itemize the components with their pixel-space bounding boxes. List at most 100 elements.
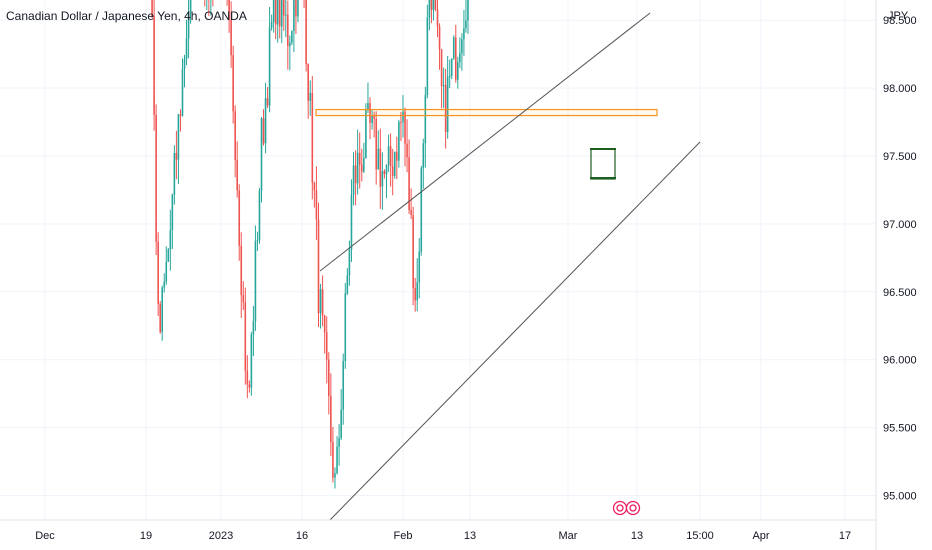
candle-body[interactable] (414, 288, 416, 301)
candle-body[interactable] (346, 275, 349, 294)
candle-body[interactable] (444, 85, 447, 132)
candle-body[interactable] (396, 151, 398, 161)
candle-body[interactable] (440, 49, 443, 87)
candle-body[interactable] (246, 370, 249, 385)
candle-body[interactable] (319, 289, 322, 314)
candle-body[interactable] (280, 0, 283, 27)
candle-body[interactable] (236, 160, 238, 191)
candle-body[interactable] (426, 17, 429, 96)
candle-body[interactable] (254, 241, 257, 322)
candle-body[interactable] (276, 0, 279, 25)
candle-body[interactable] (367, 103, 369, 111)
trend-channel[interactable] (319, 12, 701, 521)
earnings-events-icon[interactable] (612, 500, 641, 516)
candle-body[interactable] (448, 76, 451, 78)
candle-body[interactable] (457, 62, 459, 80)
candle-body[interactable] (278, 0, 281, 27)
candle-body[interactable] (446, 76, 449, 132)
candle-body[interactable] (287, 14, 289, 47)
candle-body[interactable] (234, 111, 236, 161)
candle-body[interactable] (189, 0, 192, 13)
candle-body[interactable] (293, 0, 295, 32)
candle-body[interactable] (272, 0, 275, 23)
candle-body[interactable] (334, 473, 336, 478)
candle-body[interactable] (369, 103, 371, 123)
candle-body[interactable] (452, 37, 455, 59)
candle-body[interactable] (342, 361, 345, 410)
candle-body[interactable] (181, 68, 184, 116)
candle-body[interactable] (325, 332, 328, 360)
candle-body[interactable] (258, 190, 261, 241)
candle-body[interactable] (185, 38, 188, 60)
horizontal-zones[interactable] (86, 0, 691, 117)
candle-body[interactable] (398, 121, 400, 161)
candle-body[interactable] (295, 0, 297, 17)
candle-body[interactable] (165, 261, 168, 282)
candle-body[interactable] (291, 31, 293, 43)
candle-body[interactable] (418, 251, 421, 283)
candle-body[interactable] (348, 249, 351, 276)
candle-body[interactable] (412, 215, 414, 289)
candle-body[interactable] (311, 92, 314, 183)
candle-body[interactable] (252, 321, 255, 335)
candle-body[interactable] (461, 39, 463, 54)
candle-body[interactable] (228, 0, 230, 20)
candle-body[interactable] (402, 111, 404, 123)
candle-body[interactable] (434, 0, 437, 10)
candle-body[interactable] (344, 293, 347, 362)
candle-body[interactable] (323, 315, 326, 333)
candle-body[interactable] (274, 0, 277, 25)
candle-body[interactable] (187, 12, 190, 39)
candle-body[interactable] (305, 0, 307, 64)
candle-body[interactable] (167, 249, 170, 262)
candle-body[interactable] (360, 164, 363, 172)
candle-body[interactable] (428, 0, 431, 18)
candle-body[interactable] (381, 171, 384, 187)
candle-body[interactable] (157, 241, 159, 305)
candle-body[interactable] (264, 98, 267, 144)
candle-body[interactable] (153, 16, 155, 115)
candle-body[interactable] (459, 53, 461, 63)
candle-body[interactable] (438, 26, 441, 50)
candle-body[interactable] (321, 289, 324, 316)
candle-body[interactable] (363, 158, 365, 172)
candle-body[interactable] (244, 302, 247, 371)
candle-body[interactable] (450, 58, 453, 77)
candle-body[interactable] (151, 0, 153, 17)
candle-body[interactable] (352, 165, 355, 195)
candle-body[interactable] (230, 19, 232, 56)
candle-body[interactable] (155, 114, 157, 242)
candle-body[interactable] (250, 334, 253, 388)
candle-body[interactable] (232, 55, 234, 112)
candle-body[interactable] (432, 0, 435, 10)
candle-body[interactable] (183, 59, 186, 69)
candle-body[interactable] (467, 0, 469, 21)
candle-body[interactable] (354, 165, 357, 184)
support-resistance-zone[interactable] (315, 108, 658, 117)
candle-body[interactable] (169, 230, 172, 250)
candle-body[interactable] (338, 437, 340, 447)
candle-body[interactable] (416, 282, 419, 301)
range-box[interactable] (590, 148, 616, 180)
candle-body[interactable] (315, 190, 318, 220)
candle-body[interactable] (260, 118, 263, 191)
candle-body[interactable] (420, 168, 423, 252)
candle-body[interactable] (393, 151, 396, 176)
candle-body[interactable] (240, 245, 243, 296)
candle-body[interactable] (175, 152, 178, 160)
candle-body[interactable] (379, 148, 382, 187)
candle-body[interactable] (309, 92, 312, 101)
candle-body[interactable] (410, 210, 412, 216)
channel-upper-line[interactable] (319, 12, 651, 272)
chart-annotations[interactable] (0, 0, 876, 516)
candle-body[interactable] (285, 14, 287, 16)
candle-body[interactable] (365, 110, 367, 159)
candle-body[interactable] (307, 63, 309, 101)
candle-body[interactable] (340, 409, 342, 438)
candle-body[interactable] (375, 118, 378, 170)
candles-series[interactable] (27, 0, 617, 489)
candle-body[interactable] (424, 95, 427, 144)
candle-body[interactable] (327, 359, 330, 397)
candle-body[interactable] (297, 0, 299, 17)
candle-body[interactable] (358, 152, 361, 165)
